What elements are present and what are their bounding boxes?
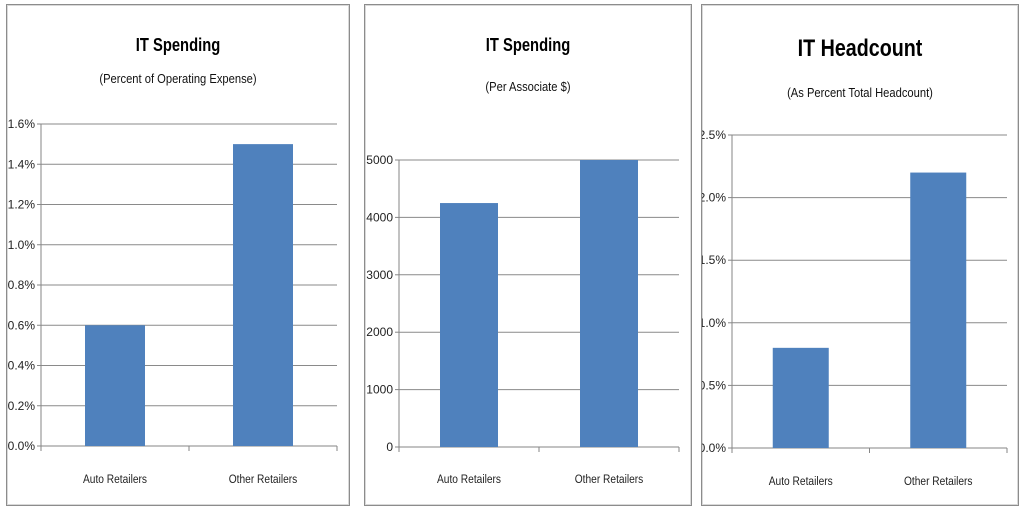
chart-panel-it-headcount: IT Headcount (As Percent Total Headcount…	[701, 4, 1019, 506]
y-tick-label: 2000	[366, 325, 393, 339]
chart-subtitle: (Per Associate $)	[485, 79, 571, 94]
y-tick-label: 0	[386, 440, 393, 454]
y-tick-label: 1.4%	[8, 157, 36, 171]
y-tick-label: 1.6%	[8, 117, 36, 131]
y-tick-label: 5000	[366, 153, 393, 167]
bar-other-retailers	[580, 160, 638, 447]
chart-plot: 0.0% 0.2% 0.4% 0.6% 0.8% 1.0% 1.2% 1.4% 1.6% Auto…	[8, 117, 338, 486]
y-tick-label: 2.5%	[702, 128, 726, 142]
chart-subtitle: (Percent of Operating Expense)	[99, 71, 257, 86]
y-tick-label: 1000	[366, 383, 393, 397]
chart-plot: 0.0% 0.5% 1.0% 1.5% 2.0% 2.5% Auto Retailers Ot…	[702, 128, 1008, 488]
x-category-label: Other Retailers	[904, 475, 973, 488]
chart-subtitle: (As Percent Total Headcount)	[787, 85, 933, 100]
y-tick-label: 0.6%	[8, 318, 36, 332]
y-tick-label: 1.2%	[8, 198, 36, 212]
bar-auto-retailers	[440, 203, 498, 447]
chart-plot: 0 1000 2000 3000 4000 5000 Auto Retailers Other…	[366, 153, 680, 486]
x-category-label: Other Retailers	[575, 473, 644, 486]
y-tick-label: 1.0%	[8, 238, 36, 252]
bar-other-retailers	[233, 144, 293, 446]
chart-title: IT Spending	[135, 35, 221, 55]
y-tick-label: 2.0%	[702, 191, 726, 205]
chart-panel-it-spending-opex: IT Spending (Percent of Operating Expens…	[6, 4, 350, 506]
chart-panel-it-spending-associate: IT Spending (Per Associate $) 0 1000 2000 3…	[364, 4, 692, 506]
bar-other-retailers	[910, 172, 967, 448]
x-category-label: Other Retailers	[229, 473, 298, 486]
y-tick-label: 0.4%	[8, 359, 36, 373]
chart-title: IT Spending	[485, 35, 571, 55]
y-tick-label: 1.5%	[702, 253, 726, 267]
y-tick-label: 1.0%	[702, 316, 726, 330]
y-tick-label: 0.2%	[8, 399, 36, 413]
x-category-label: Auto Retailers	[83, 473, 147, 486]
bar-auto-retailers	[85, 325, 145, 446]
chart-title: IT Headcount	[797, 35, 923, 62]
y-tick-label: 0.0%	[702, 441, 726, 455]
y-tick-label: 0.5%	[702, 378, 726, 392]
y-tick-label: 3000	[366, 268, 393, 282]
bar-auto-retailers	[772, 347, 829, 448]
y-tick-label: 0.0%	[8, 439, 36, 453]
x-category-label: Auto Retailers	[437, 473, 501, 486]
y-tick-label: 0.8%	[8, 278, 36, 292]
x-category-label: Auto Retailers	[769, 475, 833, 488]
y-tick-label: 4000	[366, 210, 393, 224]
